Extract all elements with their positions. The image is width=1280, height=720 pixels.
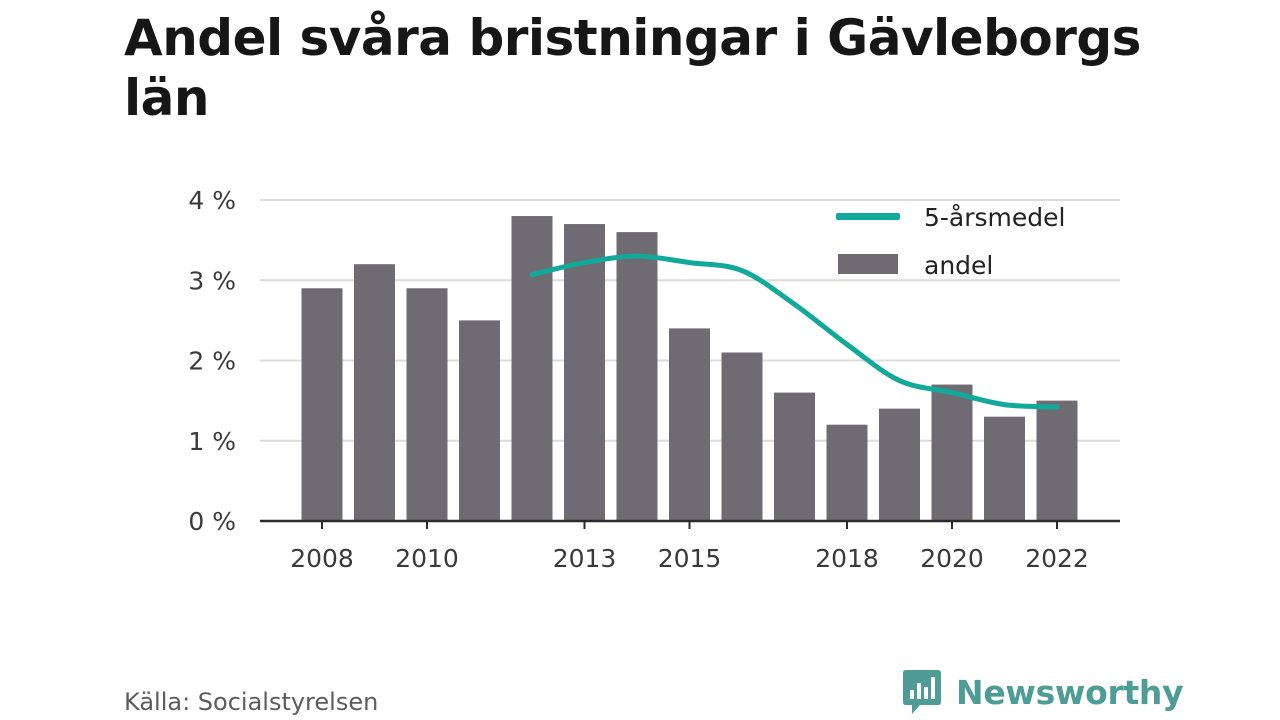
- y-tick-label: 3 %: [188, 266, 236, 295]
- line-series: [529, 253, 1060, 410]
- y-tick-label: 0 %: [188, 507, 236, 536]
- chart-title: Andel svåra bristningar i Gävleborgs län: [124, 9, 1141, 127]
- line-5-arsmedel: [529, 253, 1060, 410]
- x-tick-label: 2013: [553, 544, 617, 573]
- x-tick-label: 2022: [1025, 544, 1089, 573]
- bar: [511, 216, 553, 522]
- bar: [826, 424, 868, 521]
- legend-label-line: 5-årsmedel: [924, 203, 1065, 232]
- x-tick-label: 2008: [290, 544, 354, 573]
- bar: [669, 328, 710, 521]
- bar: [721, 352, 763, 521]
- bar: [931, 384, 973, 521]
- bar: [354, 264, 395, 521]
- legend: 5-årsmedel andel: [836, 203, 1065, 280]
- bar: [616, 232, 658, 521]
- legend-swatch-line: [836, 213, 900, 220]
- y-tick-label: 1 %: [188, 427, 236, 456]
- x-tick-label: 2015: [658, 544, 722, 573]
- y-tick-label: 2 %: [188, 347, 236, 376]
- y-tick-label: 4 %: [188, 186, 236, 215]
- bar-chart-speech-bubble-icon: [903, 670, 941, 714]
- x-axis-ticks: 2008 2010 2013 2015 2018 2020 2022: [290, 521, 1089, 573]
- legend-label-bar: andel: [924, 251, 993, 280]
- brand-name: Newsworthy: [956, 672, 1184, 712]
- x-tick-label: 2020: [920, 544, 984, 573]
- y-axis-ticks: 0 % 1 % 2 % 3 % 4 %: [188, 186, 236, 536]
- bar: [1036, 400, 1078, 521]
- brand-logo: Newsworthy: [902, 668, 1184, 716]
- bar: [879, 408, 920, 521]
- bar: [774, 392, 815, 521]
- x-tick-label: 2010: [395, 544, 459, 573]
- legend-swatch-bar: [838, 254, 898, 274]
- bar: [984, 416, 1025, 521]
- bar: [564, 224, 605, 521]
- source-note: Källa: Socialstyrelsen: [124, 688, 379, 716]
- bar: [459, 320, 500, 521]
- bar: [406, 288, 448, 521]
- bars: [301, 216, 1078, 522]
- bar: [301, 288, 343, 521]
- x-tick-label: 2018: [815, 544, 879, 573]
